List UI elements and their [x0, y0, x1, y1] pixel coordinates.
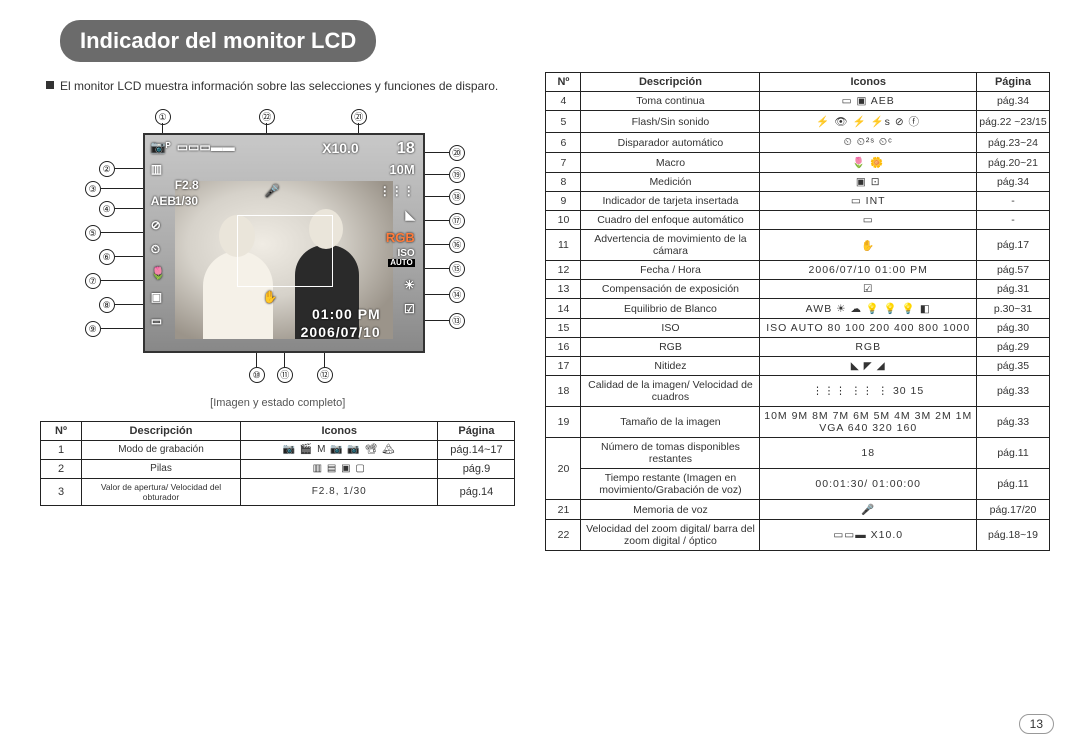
callout-16: ⑯ — [449, 237, 465, 253]
right-table: Nº Descripción Iconos Página 4Toma conti… — [545, 72, 1050, 551]
callout-7: ⑦ — [85, 273, 101, 289]
callout-9: ⑨ — [85, 321, 101, 337]
table-row: 18Calidad de la imagen/ Velocidad de cua… — [546, 376, 1050, 407]
table-row: 11Advertencia de movimiento de la cámara… — [546, 230, 1050, 261]
page-number: 13 — [1019, 714, 1054, 734]
lcd-caption: [Imagen y estado completo] — [40, 397, 515, 409]
table-row: 20Número de tomas disponibles restantes1… — [546, 438, 1050, 469]
callout-10: ⑩ — [249, 367, 265, 383]
table-row: 15ISOISO AUTO 80 100 200 400 800 1000pág… — [546, 319, 1050, 338]
th-icons: Iconos — [241, 421, 438, 440]
osd-shots: 18 — [397, 141, 415, 157]
th-desc-r: Descripción — [581, 73, 760, 92]
table-row: 9Indicador de tarjeta insertada▭ INT- — [546, 192, 1050, 211]
table-row: 8Medición▣ ⊡pág.34 — [546, 173, 1050, 192]
table-row: 22Velocidad del zoom digital/ barra del … — [546, 520, 1050, 551]
callout-18: ⑱ — [449, 189, 465, 205]
osd-aperture: F2.8 — [175, 179, 199, 191]
osd-rgb: RGB — [386, 231, 415, 244]
callout-11: ⑪ — [277, 367, 293, 383]
callout-22: ㉒ — [259, 109, 275, 125]
osd-auto: AUTO — [388, 259, 415, 267]
callout-3: ③ — [85, 181, 101, 197]
table-row: 14Equilibrio de BlancoAWB ☀ ☁ 💡 💡 💡 ◧p.3… — [546, 299, 1050, 319]
table-row: 13Compensación de exposición☑pág.31 — [546, 280, 1050, 299]
callout-5: ⑤ — [85, 225, 101, 241]
osd-size: 10M — [389, 163, 414, 176]
table-row: 17Nitidez◣ ◤ ◢pág.35 — [546, 357, 1050, 376]
lcd-diagram: ① ㉒ ㉑ ② ③ ④ ⑤ ⑥ ⑦ ⑧ ⑨ ⑳ ⑲ ⑱ ⑰ ⑯ ⑮ ⑭ — [63, 109, 493, 389]
osd-zoom: X10.0 — [322, 141, 359, 155]
callout-8: ⑧ — [99, 297, 115, 313]
table-row: 3Valor de apertura/ Velocidad del obtura… — [41, 478, 515, 505]
table-row: 12Fecha / Hora2006/07/10 01:00 PMpág.57 — [546, 261, 1050, 280]
callout-12: ⑫ — [317, 367, 333, 383]
th-desc: Descripción — [82, 421, 241, 440]
intro-text: El monitor LCD muestra información sobre… — [46, 78, 515, 95]
osd-time: 01:00 PM — [312, 307, 381, 321]
th-page: Página — [438, 421, 515, 440]
callout-21: ㉑ — [351, 109, 367, 125]
callout-14: ⑭ — [449, 287, 465, 303]
callout-2: ② — [99, 161, 115, 177]
callout-13: ⑬ — [449, 313, 465, 329]
osd-date: 2006/07/10 — [301, 325, 381, 339]
intro-body: El monitor LCD muestra información sobre… — [60, 79, 498, 93]
osd-shutter: 1/30 — [175, 195, 198, 207]
table-row: 16RGBRGBpág.29 — [546, 338, 1050, 357]
callout-19: ⑲ — [449, 167, 465, 183]
table-row: 21Memoria de voz🎤pág.17/20 — [546, 500, 1050, 520]
table-row: Tiempo restante (Imagen en movimiento/Gr… — [546, 469, 1050, 500]
lcd-screen: 📷ᴾ ▭▭▭▬▬ X10.0 18 ▥ F2.8 AEB 1/30 ⊘ ⏲ 🌷 … — [143, 133, 425, 353]
callout-15: ⑮ — [449, 261, 465, 277]
callout-20: ⑳ — [449, 145, 465, 161]
table-row: 19Tamaño de la imagen10M 9M 8M 7M 6M 5M … — [546, 407, 1050, 438]
callout-1: ① — [155, 109, 171, 125]
callout-6: ⑥ — [99, 249, 115, 265]
left-table: Nº Descripción Iconos Página 1Modo de gr… — [40, 421, 515, 506]
th-page-r: Página — [977, 73, 1050, 92]
th-icons-r: Iconos — [760, 73, 977, 92]
th-num: Nº — [41, 421, 82, 440]
table-row: 5Flash/Sin sonido⚡ 👁 ⚡ ⚡s ⊘ ⓕpág.22 ~23/… — [546, 111, 1050, 133]
table-row: 10Cuadro del enfoque automático▭- — [546, 211, 1050, 230]
page-title: Indicador del monitor LCD — [60, 20, 376, 62]
th-num-r: Nº — [546, 73, 581, 92]
table-row: 4Toma continua▭ ▣ AEBpág.34 — [546, 92, 1050, 111]
callout-17: ⑰ — [449, 213, 465, 229]
table-row: 7Macro🌷 🌼pág.20~21 — [546, 153, 1050, 173]
table-row: 6Disparador automático⏲ ⏲²ˢ ⏲ᶜpág.23~24 — [546, 133, 1050, 153]
table-row: 1Modo de grabación📷 🎬 M 📷 📷 📽 🏔pág.14~17 — [41, 440, 515, 459]
table-row: 2Pilas▥ ▤ ▣ ▢pág.9 — [41, 459, 515, 478]
callout-4: ④ — [99, 201, 115, 217]
